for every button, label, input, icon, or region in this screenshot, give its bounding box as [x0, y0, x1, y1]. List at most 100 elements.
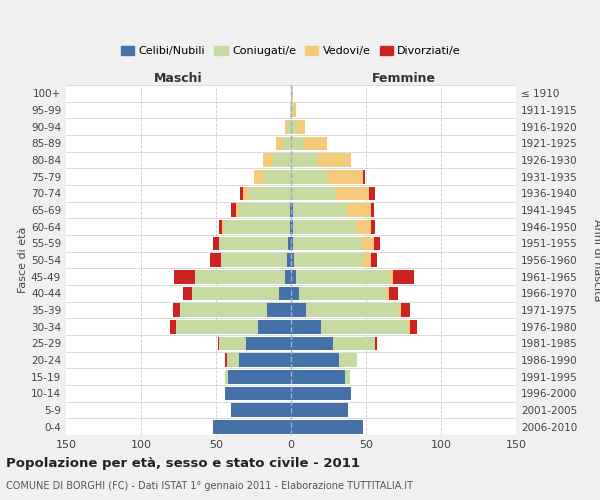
Bar — [183, 286, 192, 300]
Bar — [285, 270, 291, 283]
Bar — [192, 286, 279, 300]
Bar — [291, 186, 336, 200]
Bar — [213, 236, 219, 250]
Bar — [408, 320, 409, 334]
Text: Maschi: Maschi — [154, 72, 203, 85]
Bar — [291, 386, 351, 400]
Bar — [225, 386, 291, 400]
Bar — [291, 253, 294, 267]
Bar — [219, 220, 222, 234]
Bar — [288, 236, 291, 250]
Bar — [303, 136, 327, 150]
Bar — [264, 170, 291, 183]
Bar — [291, 136, 303, 150]
Bar — [276, 136, 282, 150]
Bar — [285, 120, 287, 134]
Bar — [291, 120, 296, 134]
Bar — [231, 403, 291, 417]
Bar — [291, 203, 293, 217]
Text: Popolazione per età, sesso e stato civile - 2011: Popolazione per età, sesso e stato civil… — [6, 458, 360, 470]
Bar — [291, 103, 293, 117]
Bar — [318, 153, 351, 167]
Bar — [291, 336, 333, 350]
Bar — [296, 120, 305, 134]
Bar — [291, 303, 306, 317]
Bar — [291, 353, 339, 367]
Bar — [369, 186, 375, 200]
Bar — [218, 336, 219, 350]
Bar — [239, 353, 291, 367]
Bar — [375, 336, 377, 350]
Bar — [296, 270, 389, 283]
Bar — [287, 120, 291, 134]
Bar — [389, 286, 398, 300]
Bar — [355, 220, 371, 234]
Bar — [243, 186, 249, 200]
Bar — [386, 286, 389, 300]
Bar — [291, 370, 345, 384]
Bar — [306, 303, 399, 317]
Bar — [273, 153, 291, 167]
Bar — [293, 203, 347, 217]
Bar — [282, 136, 291, 150]
Bar — [170, 320, 176, 334]
Bar — [225, 353, 227, 367]
Bar — [287, 253, 291, 267]
Bar — [339, 353, 357, 367]
Bar — [409, 320, 417, 334]
Bar — [327, 170, 363, 183]
Bar — [176, 320, 258, 334]
Bar — [228, 370, 291, 384]
Bar — [401, 303, 409, 317]
Bar — [213, 420, 291, 434]
Bar — [219, 236, 288, 250]
Bar — [258, 320, 291, 334]
Bar — [279, 286, 291, 300]
Bar — [195, 270, 285, 283]
Bar — [299, 286, 386, 300]
Bar — [321, 320, 408, 334]
Bar — [399, 303, 401, 317]
Bar — [371, 220, 375, 234]
Bar — [291, 153, 318, 167]
Bar — [210, 253, 221, 267]
Bar — [227, 353, 239, 367]
Legend: Celibi/Nubili, Coniugati/e, Vedovi/e, Divorziati/e: Celibi/Nubili, Coniugati/e, Vedovi/e, Di… — [116, 42, 466, 61]
Bar — [294, 253, 363, 267]
Bar — [363, 253, 371, 267]
Bar — [371, 253, 377, 267]
Bar — [389, 270, 393, 283]
Bar — [291, 403, 348, 417]
Bar — [263, 153, 273, 167]
Bar — [393, 270, 414, 283]
Bar — [221, 253, 287, 267]
Text: COMUNE DI BORGHI (FC) - Dati ISTAT 1° gennaio 2011 - Elaborazione TUTTITALIA.IT: COMUNE DI BORGHI (FC) - Dati ISTAT 1° ge… — [6, 481, 413, 491]
Bar — [363, 170, 365, 183]
Bar — [293, 103, 296, 117]
Bar — [291, 170, 327, 183]
Y-axis label: Fasce di età: Fasce di età — [18, 227, 28, 293]
Bar — [291, 420, 363, 434]
Bar — [173, 303, 180, 317]
Bar — [249, 186, 291, 200]
Bar — [180, 303, 267, 317]
Bar — [222, 220, 223, 234]
Bar — [290, 203, 291, 217]
Bar — [291, 236, 293, 250]
Bar — [347, 203, 371, 217]
Bar — [345, 370, 349, 384]
Bar — [223, 220, 290, 234]
Bar — [361, 236, 373, 250]
Bar — [293, 236, 361, 250]
Bar — [290, 103, 291, 117]
Bar — [373, 236, 380, 250]
Bar — [225, 370, 228, 384]
Bar — [291, 86, 293, 100]
Bar — [333, 336, 375, 350]
Bar — [371, 203, 373, 217]
Bar — [290, 220, 291, 234]
Bar — [293, 220, 355, 234]
Bar — [239, 203, 290, 217]
Bar — [219, 336, 246, 350]
Bar — [291, 320, 321, 334]
